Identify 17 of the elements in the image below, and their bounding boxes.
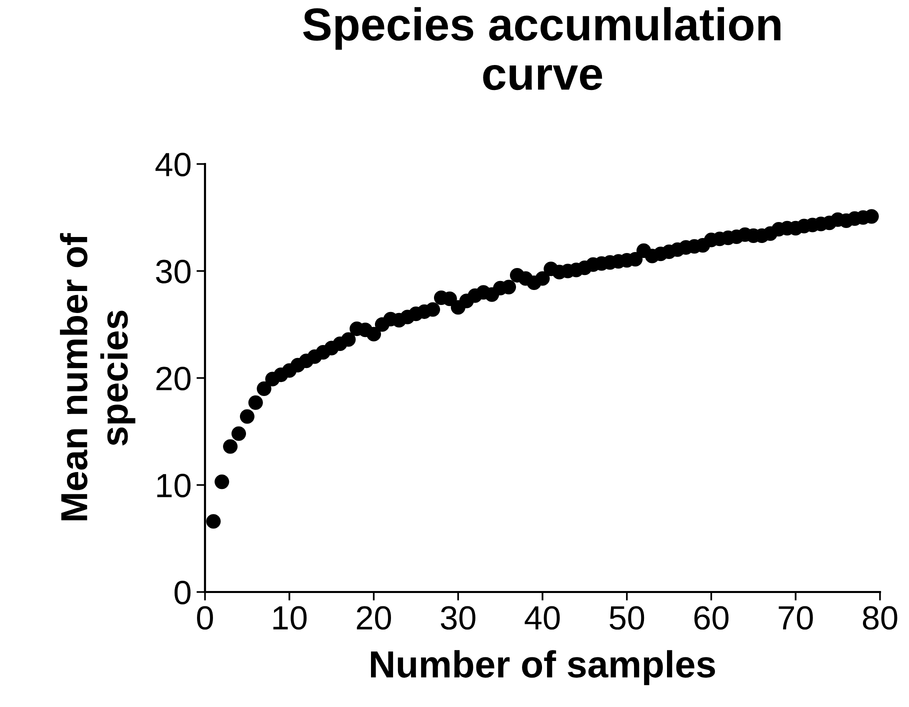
x-tick-label: 50 [610,606,644,630]
x-tick-label: 0 [197,606,213,630]
x-tick-label: 10 [273,606,307,630]
x-tick-label: 80 [862,606,898,630]
x-tick-label: 40 [524,606,560,630]
y-tick-label: 0 [174,580,191,604]
x-axis-title: Number of samples [371,650,715,686]
x-tick-label: 30 [440,606,476,630]
y-axis-title: Mean number of species [60,233,136,520]
y-tick-label: 10 [157,474,191,498]
y-tick-label: 30 [156,260,191,284]
chart-title: Species accumulation curve [303,7,780,90]
y-tick-label: 20 [156,366,191,390]
y-tick-label: 40 [156,152,191,176]
x-tick-label: 60 [694,606,728,630]
x-tick-label: 20 [356,606,391,630]
x-tick-label: 70 [778,606,813,630]
